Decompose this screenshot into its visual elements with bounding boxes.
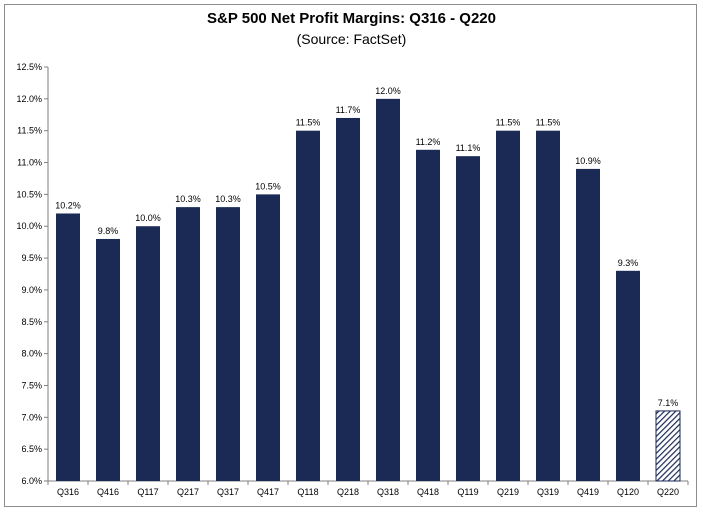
data-label: 11.5%	[296, 118, 321, 128]
x-tick-label: Q419	[577, 487, 599, 497]
bar-q119	[456, 156, 480, 481]
y-tick-label: 10.5%	[16, 189, 42, 199]
bar-q118	[296, 130, 320, 481]
bar-q416	[96, 238, 120, 481]
x-tick-label: Q316	[57, 487, 79, 497]
data-label: 10.3%	[175, 194, 201, 204]
data-label: 11.5%	[536, 118, 561, 128]
labels: Q316 10.2% Q416 9.8% Q117 10.0% Q217 10.3% Q317 1…	[55, 86, 679, 497]
x-tick-label: Q318	[377, 487, 399, 497]
y-tick-label: 6.0%	[21, 476, 42, 486]
data-label: 11.7%	[336, 105, 361, 115]
data-label: 10.3%	[215, 194, 241, 204]
bar-q318	[376, 98, 400, 481]
x-tick-label: Q220	[657, 487, 679, 497]
bar-q316	[56, 213, 80, 481]
x-tick-label: Q120	[617, 487, 639, 497]
bar-q120	[616, 270, 640, 481]
y-tick-label: 12.5%	[16, 62, 42, 72]
y-tick-label: 9.0%	[21, 285, 42, 295]
x-tick-label: Q117	[137, 487, 158, 497]
x-tick-label: Q319	[537, 487, 559, 497]
x-tick-label: Q218	[337, 487, 359, 497]
data-label: 10.9%	[575, 156, 601, 166]
chart-subtitle: (Source: FactSet)	[296, 31, 407, 47]
x-tick-label: Q217	[177, 487, 199, 497]
bar-q218	[336, 117, 360, 481]
y-tick-label: 7.0%	[21, 412, 42, 422]
data-label: 11.5%	[496, 118, 521, 128]
bar-q319	[536, 130, 560, 481]
data-label: 9.3%	[618, 258, 639, 268]
data-label: 10.5%	[255, 181, 281, 191]
x-tick-label: Q418	[417, 487, 439, 497]
x-tick-label: Q417	[257, 487, 279, 497]
data-label: 10.2%	[55, 200, 81, 210]
chart-title: S&P 500 Net Profit Margins: Q316 - Q220	[207, 10, 496, 27]
data-label: 9.8%	[98, 226, 119, 236]
y-tick-label: 7.5%	[21, 380, 42, 390]
bar-q418	[416, 149, 440, 482]
x-tick-label: Q416	[97, 487, 119, 497]
y-tick-label: 6.5%	[21, 444, 42, 454]
bar-q317	[216, 207, 240, 481]
y-tick-label: 8.0%	[21, 349, 42, 359]
bar-q219	[496, 130, 520, 481]
y-tick-label: 8.5%	[21, 317, 42, 327]
axes: 6.0% 6.5% 7.0% 7.5% 8.0% 8.5% 9.0% 9.5% 10.0% 10.…	[16, 62, 689, 486]
y-tick-label: 9.5%	[21, 253, 42, 263]
bar-q117	[136, 226, 160, 481]
x-tick-label: Q119	[457, 487, 478, 497]
y-tick-label: 11.5%	[17, 126, 42, 136]
bar-q417	[256, 194, 280, 481]
x-tick-label: Q219	[497, 487, 519, 497]
bar-q419	[576, 168, 600, 481]
data-label: 7.1%	[658, 398, 679, 408]
data-label: 12.0%	[375, 86, 401, 96]
x-tick-label: Q118	[297, 487, 318, 497]
bars	[56, 98, 681, 482]
data-label: 11.1%	[456, 143, 481, 153]
y-tick-label: 12.0%	[16, 94, 42, 104]
data-label: 11.2%	[416, 137, 441, 147]
x-tick-label: Q317	[217, 487, 239, 497]
bar-q217	[176, 207, 200, 481]
bar-q220	[655, 410, 681, 482]
y-tick-label: 10.0%	[16, 221, 42, 231]
data-label: 10.0%	[135, 213, 161, 223]
y-tick-label: 11.0%	[17, 158, 42, 168]
